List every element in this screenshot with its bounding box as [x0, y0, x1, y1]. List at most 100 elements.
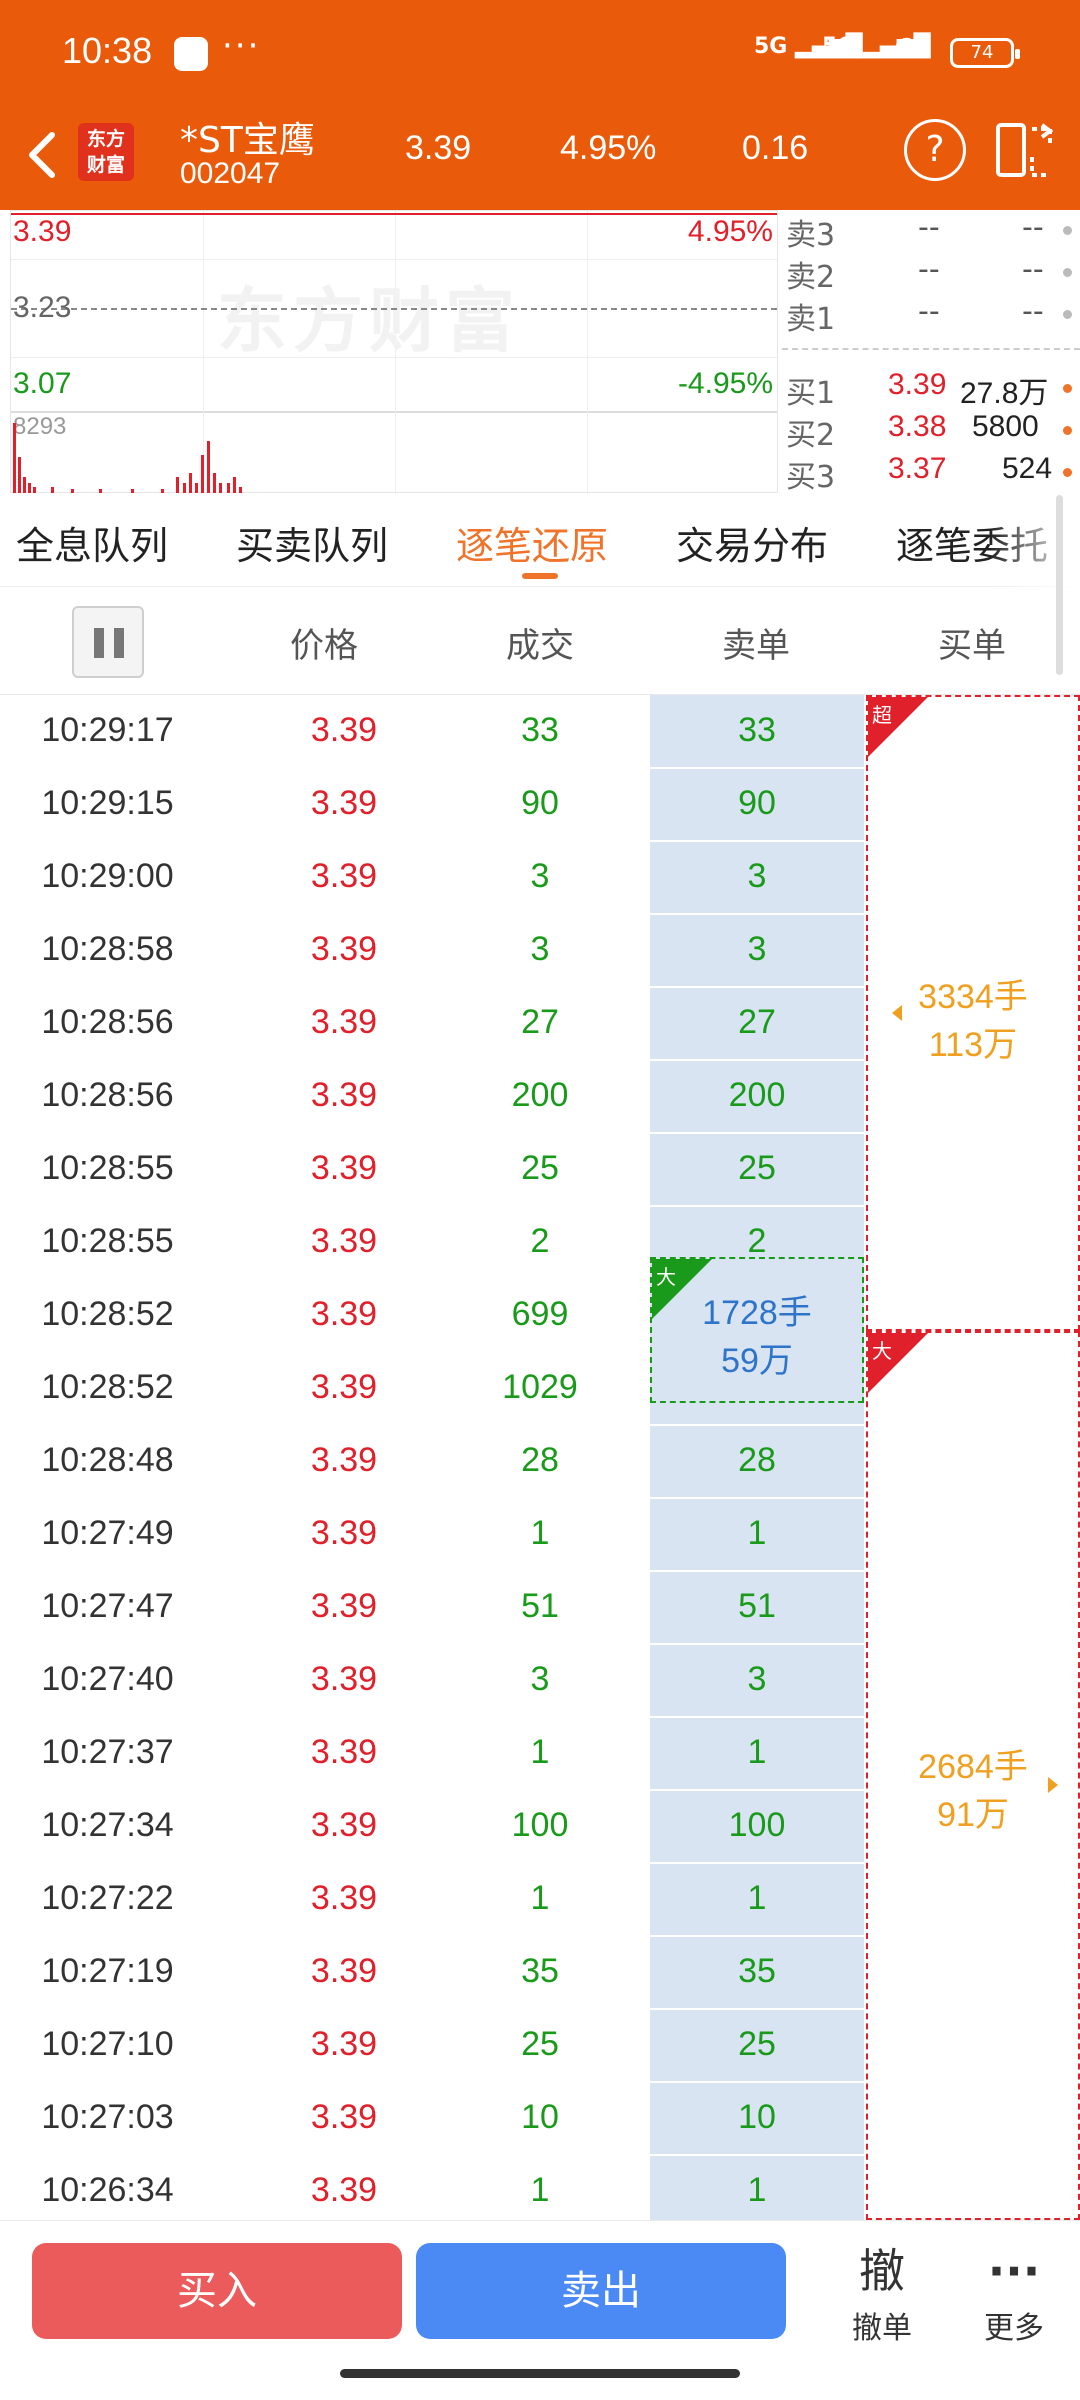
status-bar: 10:38 ··· 5G ▂▄▆█ 5G ▂▄▆█ ◠ 74 [0, 0, 1080, 105]
stock-name[interactable]: *ST宝鹰 [180, 120, 315, 161]
table-row[interactable]: 10:27:34 3.39 100 100 [0, 1790, 1080, 1863]
row-separator [650, 1789, 864, 1791]
home-indicator[interactable] [340, 2369, 740, 2378]
help-icon[interactable]: ? [904, 119, 966, 181]
ask-label: 卖3 [786, 218, 836, 253]
trade-sell: 35 [738, 1952, 776, 1990]
row-separator [650, 767, 864, 769]
order-book: 卖3 -- -- 卖2 -- -- 卖1 -- -- 买1 3.39 27.8万… [782, 210, 1080, 495]
table-row[interactable]: 10:28:56 3.39 200 200 [0, 1060, 1080, 1133]
trade-price: 3.39 [310, 1733, 378, 1771]
tab-bid-ask-queue[interactable]: 买卖队列 [236, 524, 389, 568]
table-row[interactable]: 10:29:17 3.39 33 33 [0, 695, 1080, 768]
trade-volume: 2 [530, 1222, 550, 1260]
grid-line [203, 211, 204, 494]
pause-icon[interactable] [72, 606, 144, 678]
scrollbar[interactable] [1056, 495, 1063, 675]
active-tab-indicator [522, 573, 558, 579]
volume-bars [13, 423, 242, 493]
more-button[interactable]: ··· 更多 [964, 2243, 1064, 2347]
row-separator [650, 986, 864, 988]
ask3-row: 卖3 -- -- [782, 210, 1080, 253]
big-sell-order[interactable]: 大 1728手 59万 [650, 1257, 864, 1403]
row-separator [650, 1497, 864, 1499]
big-tag-label: 大 [656, 1265, 676, 1289]
trade-price: 3.39 [310, 1295, 378, 1333]
trade-price: 3.39 [310, 1076, 378, 1114]
table-row[interactable]: 10:27:03 3.39 10 10 [0, 2082, 1080, 2155]
table-row[interactable]: 10:29:00 3.39 3 3 [0, 841, 1080, 914]
tab-tick-restore[interactable]: 逐笔还原 [456, 524, 609, 568]
buy-order-block-big[interactable]: 大 2684手 91万 [866, 1331, 1080, 2220]
chart-low-price: 3.07 [13, 367, 72, 400]
back-icon[interactable] [18, 125, 68, 185]
table-row[interactable]: 10:28:56 3.39 27 27 [0, 987, 1080, 1060]
trade-volume: 3 [530, 857, 550, 895]
intraday-chart[interactable]: 东方财富 3.39 4.95% 3.23 3.07 -4.95% 8293 [10, 210, 778, 494]
bid-dot [1063, 384, 1072, 393]
table-row[interactable]: 10:27:19 3.39 35 35 [0, 1936, 1080, 2009]
buy-order-block-super[interactable]: 超 3334手 113万 [866, 695, 1080, 1331]
sell-button[interactable]: 卖出 [416, 2243, 786, 2339]
bid-price: 3.39 [888, 368, 947, 401]
trade-volume: 28 [521, 1441, 559, 1479]
table-row[interactable]: 10:27:47 3.39 51 51 [0, 1571, 1080, 1644]
trade-list[interactable]: 10:29:17 3.39 33 33 10:29:15 3.39 90 90 10:29:00… [0, 695, 1080, 2220]
table-row[interactable]: 10:27:37 3.39 1 1 [0, 1717, 1080, 1790]
bid-volume: 27.8万 [960, 377, 1049, 410]
trade-price: 3.39 [310, 2098, 378, 2136]
prev-close-line [11, 308, 777, 310]
price-line [11, 213, 777, 215]
cancel-label: 撤单 [852, 2311, 912, 2346]
table-row[interactable]: 10:27:10 3.39 25 25 [0, 2009, 1080, 2082]
row-separator [650, 1716, 864, 1718]
table-row[interactable]: 10:27:49 3.39 1 1 [0, 1498, 1080, 1571]
table-row[interactable]: 10:29:15 3.39 90 90 [0, 768, 1080, 841]
table-row[interactable]: 10:27:40 3.39 3 3 [0, 1644, 1080, 1717]
big-tag [652, 1259, 712, 1319]
trade-sell: 25 [738, 2025, 776, 2063]
buy-block-amount: 91万 [937, 1796, 1009, 1834]
ask-label: 卖1 [786, 302, 836, 337]
trade-time: 10:27:22 [41, 1879, 174, 1917]
more-notifications-icon: ··· [222, 26, 261, 66]
buy-block-amount: 113万 [928, 1026, 1018, 1064]
table-row[interactable]: 10:28:52 3.39 1029 [0, 1352, 1080, 1425]
table-row[interactable]: 10:28:55 3.39 2 2 [0, 1206, 1080, 1279]
trade-volume: 1 [530, 2171, 550, 2209]
table-row[interactable]: 10:26:34 3.39 1 1 [0, 2155, 1080, 2220]
bid-label: 买2 [786, 418, 836, 453]
table-row[interactable]: 10:28:55 3.39 25 25 [0, 1133, 1080, 1206]
tab-full-queue[interactable]: 全息队列 [16, 524, 169, 568]
trade-price: 3.39 [310, 1587, 378, 1625]
tab-trade-distribution[interactable]: 交易分布 [676, 524, 829, 568]
app-logo: 东方 财富 [78, 123, 134, 181]
table-row[interactable]: 10:27:22 3.39 1 1 [0, 1863, 1080, 1936]
table-row[interactable]: 10:28:58 3.39 3 3 [0, 914, 1080, 987]
trade-sell: 1 [747, 2171, 767, 2209]
trade-time: 10:28:58 [41, 930, 174, 968]
trade-time: 10:27:47 [41, 1587, 174, 1625]
layout-switch-icon[interactable] [994, 119, 1056, 181]
super-tag [868, 697, 928, 757]
table-row[interactable]: 10:28:52 3.39 699 [0, 1279, 1080, 1352]
trade-sell: 1 [747, 1514, 767, 1552]
trade-time: 10:28:48 [41, 1441, 174, 1479]
trade-sell: 51 [738, 1587, 776, 1625]
row-separator [650, 1862, 864, 1864]
row-separator [650, 1570, 864, 1572]
row-separator [650, 2081, 864, 2083]
tab-bar: 全息队列 买卖队列 逐笔还原 交易分布 逐笔委托 [0, 495, 1080, 587]
trade-price: 3.39 [310, 2171, 378, 2209]
bid-price: 3.38 [888, 410, 947, 443]
trade-sell: 200 [728, 1076, 786, 1114]
cancel-order-button[interactable]: 撤 撤单 [832, 2243, 932, 2347]
super-tag-label: 超 [872, 703, 892, 727]
bid1-row: 买1 3.39 27.8万 [782, 368, 1080, 411]
stock-price: 3.39 [405, 129, 472, 167]
table-row[interactable]: 10:28:48 3.39 28 28 [0, 1425, 1080, 1498]
chart-high-price: 3.39 [13, 215, 72, 248]
ask-price: -- [918, 294, 940, 329]
row-separator [650, 1205, 864, 1207]
buy-button[interactable]: 买入 [32, 2243, 402, 2339]
